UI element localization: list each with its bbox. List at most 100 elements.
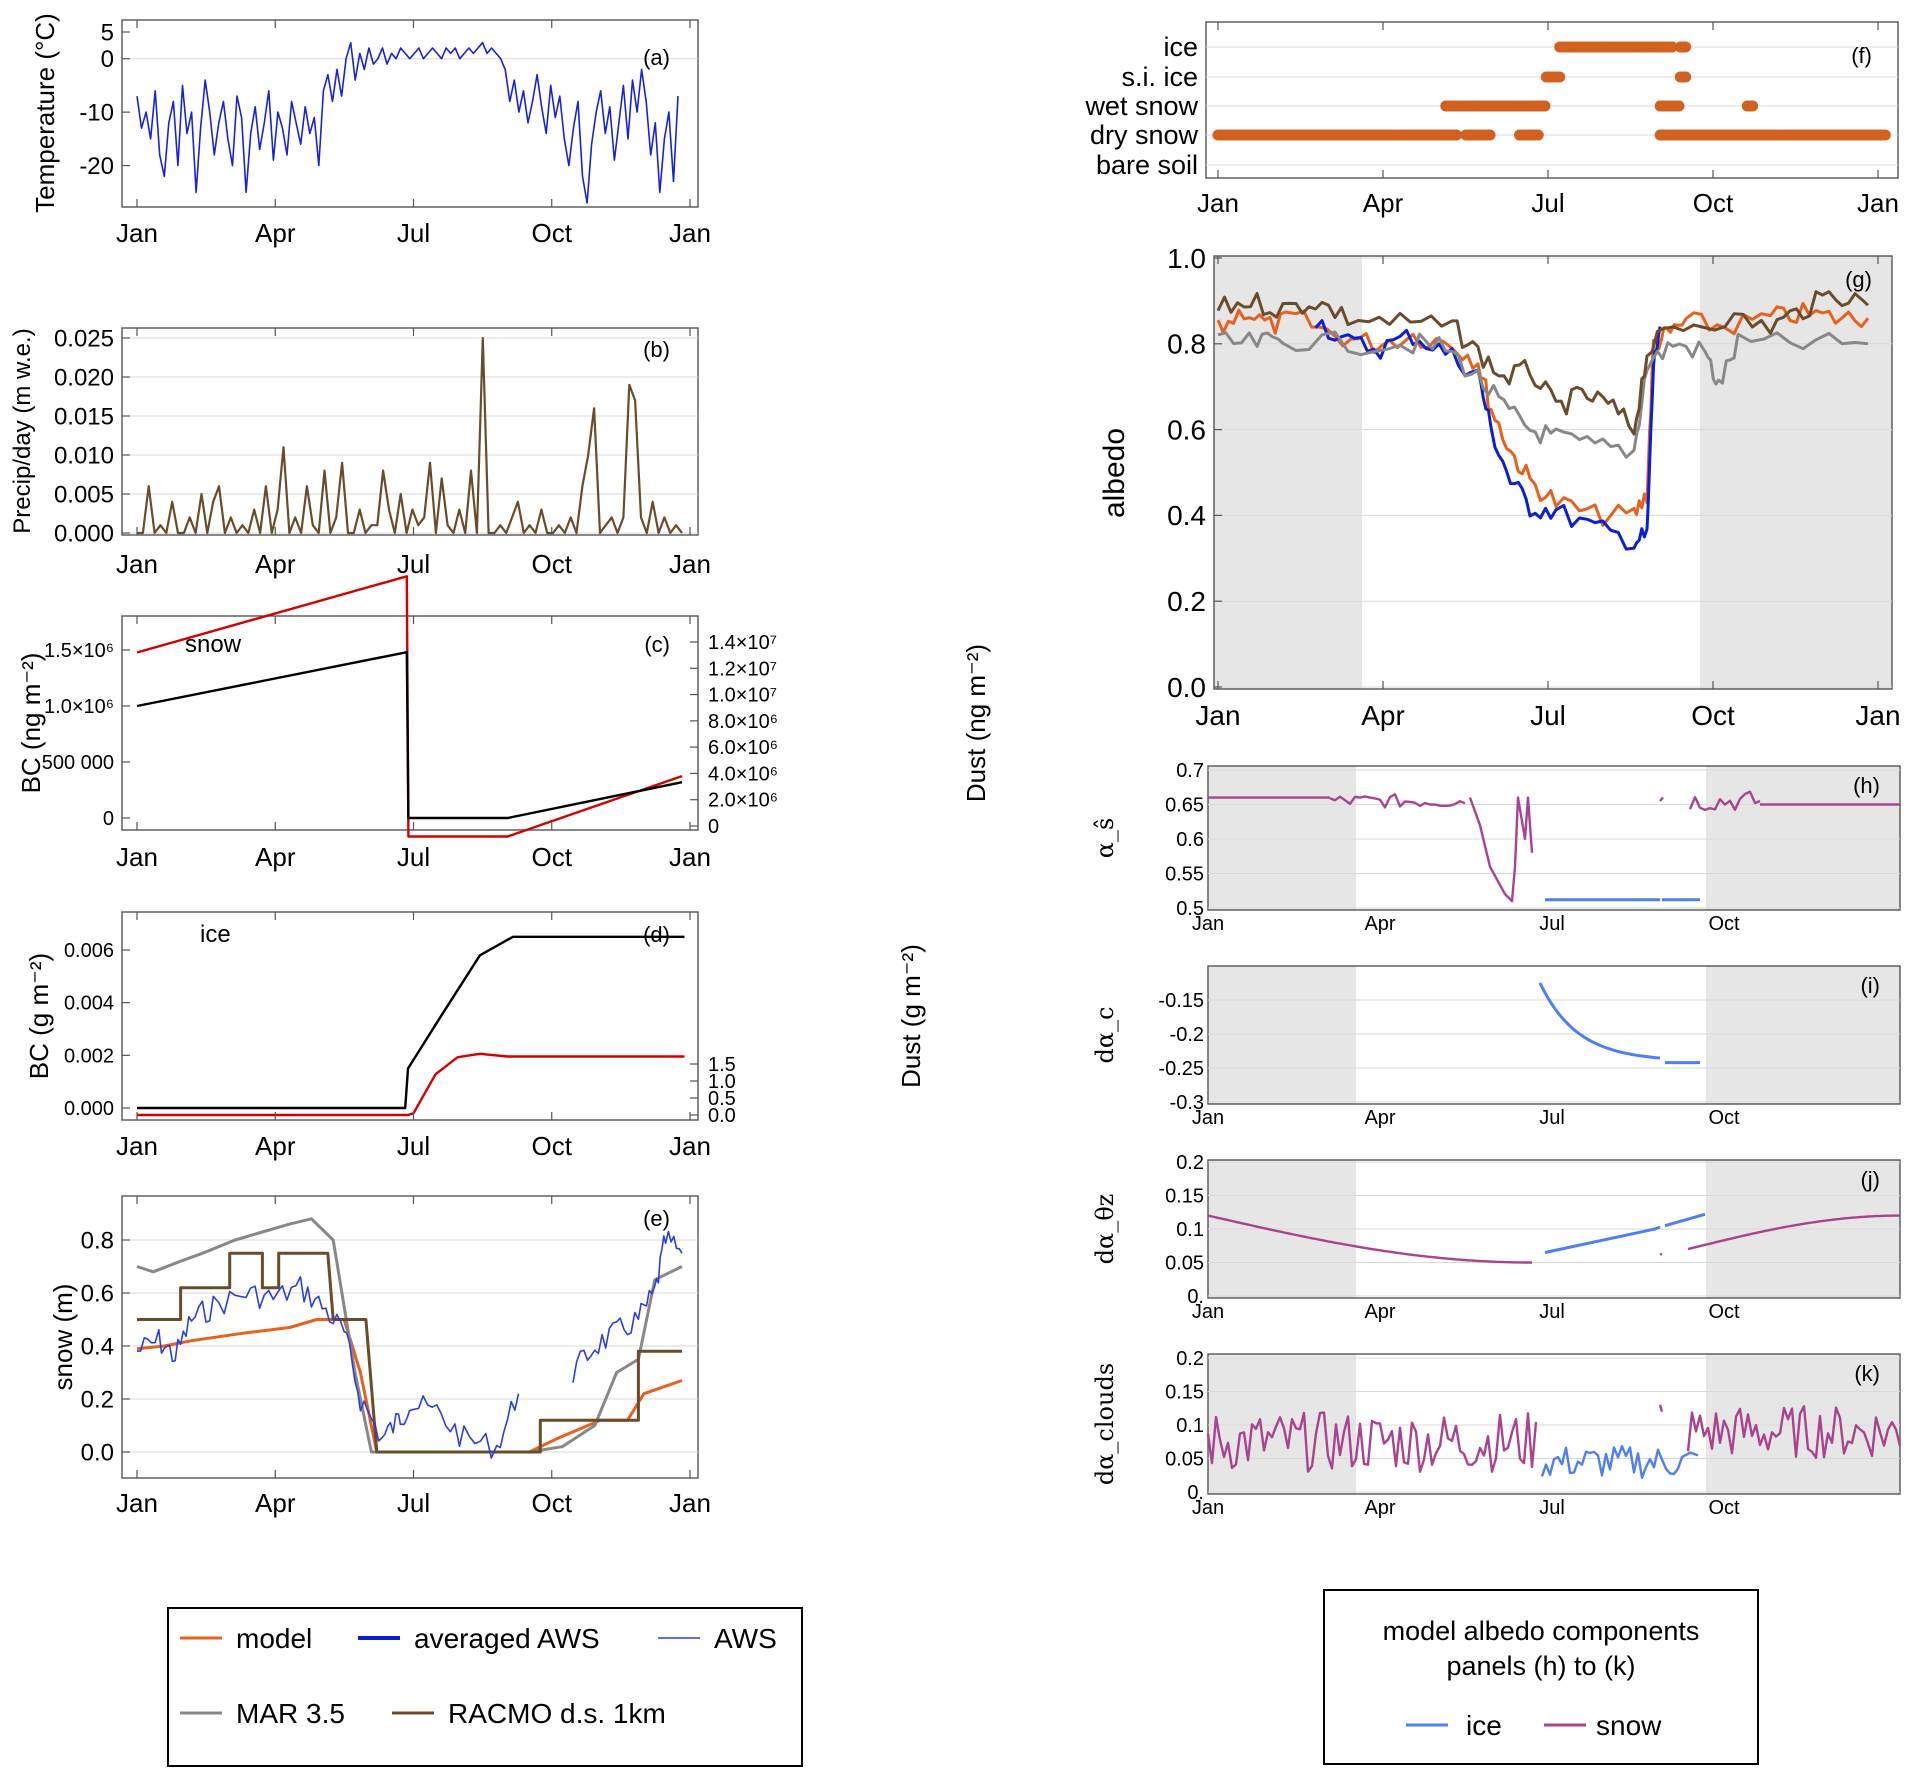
- panel-label: (g): [1845, 267, 1872, 292]
- y-tick-label: 0.55: [1165, 864, 1204, 886]
- y-tick-label: 1.5×10⁶: [44, 640, 114, 662]
- y-tick-label: 0.8: [1167, 329, 1206, 360]
- panel-c-frame: [121, 615, 699, 831]
- y-tick-label: 0.6: [1167, 414, 1206, 445]
- precip-series: [137, 336, 683, 535]
- winter-shade: [1706, 966, 1900, 1104]
- x-tick-label: Jan: [1197, 188, 1239, 218]
- legend-entry: MAR 3.5: [236, 1698, 345, 1729]
- winter-shade: [1706, 766, 1900, 910]
- y-tick-label: ice: [1163, 32, 1198, 62]
- x-tick-label: Apr: [1364, 913, 1395, 935]
- y-tick-label: dry snow: [1090, 120, 1199, 150]
- x-tick-label: Jan: [669, 842, 711, 872]
- winter-shade: [1208, 766, 1356, 910]
- albedo-series-averaged-aws: [1314, 319, 1662, 551]
- y-axis-label: α_ŝ: [1091, 818, 1119, 859]
- y-tick-label: 1.0: [1167, 243, 1206, 274]
- legend-entry: model: [236, 1623, 312, 1654]
- legend-title: model albedo components: [1383, 1616, 1700, 1646]
- y-tick-label: 0.0: [708, 1105, 736, 1127]
- x-tick-label: Apr: [1364, 1107, 1395, 1129]
- surface-type-point: [1879, 129, 1891, 141]
- surface-type-point: [1680, 41, 1692, 53]
- y-tick-label: 0.000: [64, 1098, 114, 1120]
- winter-shade: [1208, 966, 1356, 1104]
- y-tick-label: -0.2: [1170, 1024, 1204, 1046]
- snow-series: [1687, 1214, 1900, 1251]
- y-tick-label: 0.5: [1176, 898, 1204, 920]
- y-axis-label: dα_c: [1091, 1006, 1119, 1063]
- panel-label: (a): [643, 45, 670, 70]
- y-tick-label: -0.15: [1158, 990, 1204, 1012]
- x-tick-label: Jan: [669, 549, 711, 579]
- x-tick-label: Jan: [1192, 1497, 1224, 1519]
- panel-inline-label: ice: [200, 921, 231, 948]
- y-tick-label: 0.2: [1176, 1348, 1204, 1370]
- y-tick-label: 0: [101, 46, 114, 73]
- panel-k-frame: [1207, 1353, 1901, 1495]
- surface-type-point: [1673, 100, 1685, 112]
- panel-label: (h): [1853, 773, 1880, 798]
- y-tick-label: 4.0×10⁶: [708, 763, 778, 785]
- y-axis-label: BC (ng m⁻²): [16, 653, 46, 794]
- y-axis-label: dα_clouds: [1091, 1363, 1119, 1485]
- x-tick-label: Apr: [255, 1488, 296, 1518]
- snow-series: [1659, 796, 1664, 802]
- x-tick-label: Jul: [1539, 1107, 1565, 1129]
- x-tick-label: Apr: [1363, 188, 1404, 218]
- x-tick-label: Oct: [1708, 1497, 1740, 1519]
- y-axis-label: Temperature (°C): [30, 13, 60, 213]
- y-tick-label: 0.002: [64, 1045, 114, 1067]
- y-tick-label: 0.1: [1176, 1415, 1204, 1437]
- x-tick-label: Jul: [1531, 188, 1564, 218]
- panel-h-frame: [1207, 765, 1901, 911]
- y-tick-label: 0.020: [54, 364, 114, 391]
- winter-shade: [1706, 1354, 1900, 1494]
- panel-i-frame: [1207, 965, 1901, 1105]
- y-tick-label: 0.010: [54, 442, 114, 469]
- x-tick-label: Jul: [397, 1488, 430, 1518]
- y-tick-label: 0.000: [54, 520, 114, 547]
- snow-depth-series-racmo-d-s-1km: [137, 1251, 682, 1454]
- snow-depth-series-model: [136, 1318, 683, 1454]
- y-tick-label: 0.15: [1165, 1186, 1204, 1208]
- surface-type-point: [1539, 100, 1551, 112]
- x-tick-label: Jan: [1192, 913, 1224, 935]
- snow-series: [1329, 793, 1466, 809]
- bc-series: [137, 935, 685, 1110]
- albedo-series-racmo-d-s-1km: [1216, 290, 1870, 436]
- y-tick-label: 8.0×10⁶: [708, 711, 778, 733]
- x-tick-label: Jan: [669, 218, 711, 248]
- panel-label: (c): [644, 632, 670, 657]
- panel-inline-label: snow: [185, 631, 242, 658]
- dust-series: [137, 1052, 685, 1117]
- y-tick-label: 1.0×10⁷: [708, 685, 777, 707]
- panel-label: (e): [643, 1206, 670, 1231]
- snow-depth-series-mar-3-5: [136, 1217, 683, 1454]
- y-tick-label: wet snow: [1084, 91, 1198, 121]
- y-tick-label: 0.025: [54, 325, 114, 352]
- x-tick-label: Jan: [1192, 1107, 1224, 1129]
- x-tick-label: Apr: [255, 1131, 296, 1161]
- snow-series: [1688, 790, 1761, 812]
- y-tick-label: 0.65: [1165, 795, 1204, 817]
- y-tick-label: 1.0×10⁶: [44, 696, 114, 718]
- y-tick-label: 2.0×10⁶: [708, 790, 778, 812]
- panel-b-frame: [121, 327, 699, 536]
- x-tick-label: Jan: [116, 1488, 158, 1518]
- panel-f-frame: [1205, 21, 1899, 179]
- legend-left-box: [167, 1607, 803, 1767]
- x-tick-label: Oct: [532, 842, 573, 872]
- snow-series: [1207, 1214, 1532, 1264]
- panel-label: (k): [1854, 1361, 1880, 1386]
- y-tick-label: 0.: [1187, 1286, 1204, 1308]
- y-tick-label: 0.05: [1165, 1253, 1204, 1275]
- legend-entry: RACMO d.s. 1km: [448, 1698, 666, 1729]
- y-tick-label: 0.7: [1176, 760, 1204, 782]
- y-tick-label: 500 000: [42, 752, 114, 774]
- panel-label: (j): [1860, 1167, 1880, 1192]
- panel-label: (i): [1860, 973, 1880, 998]
- x-tick-label: Jan: [1192, 1301, 1224, 1323]
